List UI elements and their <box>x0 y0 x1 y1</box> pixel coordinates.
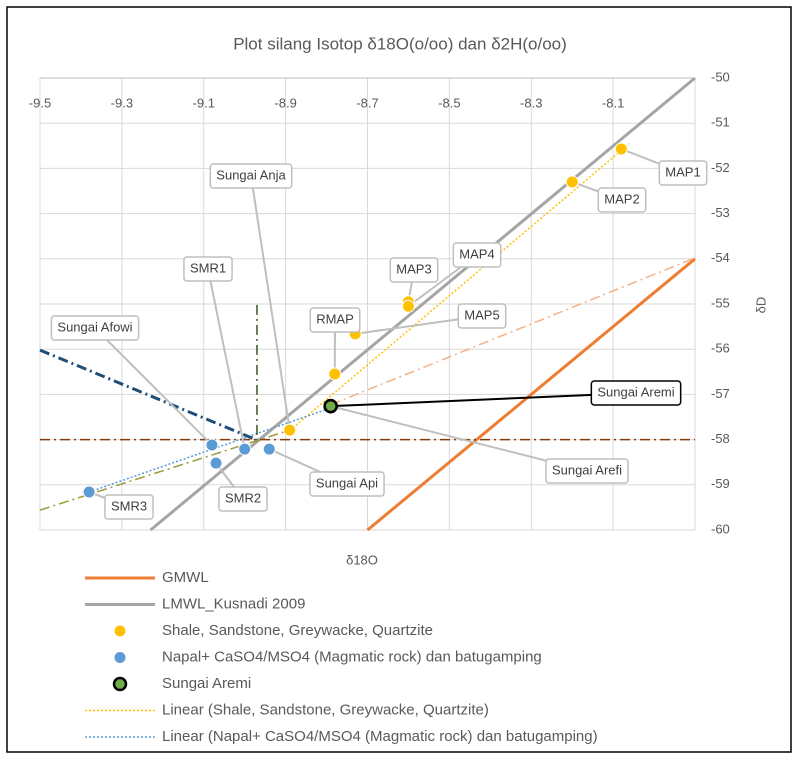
label-box <box>457 303 507 329</box>
data-label: MAP4 <box>459 246 494 261</box>
y-tick-label: -53 <box>711 205 730 220</box>
data-label: Sungai Anja <box>216 167 286 182</box>
chart-frame <box>6 6 792 753</box>
data-label: Sungai Api <box>316 475 378 490</box>
points <box>82 142 628 499</box>
data-label: SMR1 <box>190 260 226 275</box>
chart-title: Plot silang Isotop δ18O(o/oo) dan δ2H(o/… <box>233 34 567 53</box>
label-box <box>658 160 708 186</box>
data-point <box>614 142 628 156</box>
data-label: Sungai Arefi <box>552 462 622 477</box>
y-tick-label: -56 <box>711 341 730 356</box>
label-connector <box>250 175 291 431</box>
labels: MAP1 MAP2 MAP3 MAP4 MAP5 RMAP Sungai Anja Sunga… <box>50 160 708 520</box>
label-connector <box>330 392 637 408</box>
data-label: SMR2 <box>225 490 261 505</box>
data-point <box>262 442 276 456</box>
series-line <box>366 257 696 532</box>
x-tick-label: -9.5 <box>29 95 51 110</box>
x-tick-label: -9.3 <box>111 95 133 110</box>
data-point <box>209 456 223 470</box>
legend-swatch <box>113 651 127 664</box>
label-box <box>590 380 682 406</box>
data-label: MAP1 <box>665 164 700 179</box>
x-tick-label: -8.7 <box>356 95 378 110</box>
data-point <box>401 299 415 313</box>
series-line <box>39 348 258 442</box>
data-point <box>565 175 579 189</box>
y-tick-label: -52 <box>711 160 730 175</box>
label-box <box>309 307 361 333</box>
label-box <box>309 471 385 497</box>
data-label: Sungai Aremi <box>597 384 674 399</box>
label-box <box>389 257 439 283</box>
data-label: MAP2 <box>604 191 639 206</box>
y-tick-label: -54 <box>711 250 730 265</box>
data-label: MAP3 <box>396 261 431 276</box>
x-tick-label: -8.3 <box>520 95 542 110</box>
series-line <box>149 76 696 532</box>
label-box <box>597 187 647 213</box>
label-connector <box>207 268 246 450</box>
data-point <box>238 442 252 456</box>
data-label: RMAP <box>316 311 354 326</box>
data-point <box>205 438 219 452</box>
y-tick-label: -60 <box>711 521 730 536</box>
y-tick-label: -51 <box>711 115 730 130</box>
legend-swatch <box>113 624 127 638</box>
label-box <box>104 494 154 520</box>
data-label: Sungai Afowi <box>57 319 132 334</box>
legend-swatch <box>112 676 128 692</box>
label-connector <box>330 405 588 472</box>
legend-label: Napal+ CaSO4/MSO4 (Magmatic rock) dan ba… <box>162 648 542 665</box>
x-tick-label: -8.9 <box>274 95 296 110</box>
data-point <box>323 398 338 414</box>
y-tick-label: -57 <box>711 386 730 401</box>
x-tick-label: -8.1 <box>602 95 624 110</box>
label-box <box>452 242 502 268</box>
series-line <box>39 429 290 511</box>
label-box <box>218 486 268 512</box>
legend-label: Sungai Aremi <box>162 675 251 692</box>
data-label: SMR3 <box>111 498 147 513</box>
series-line <box>88 407 331 493</box>
legend-label: Linear (Shale, Sandstone, Greywacke, Qua… <box>162 701 489 718</box>
label-box <box>209 163 293 189</box>
x-tick-label: -8.5 <box>438 95 460 110</box>
series-line <box>330 257 696 406</box>
y-axis-label: δD <box>753 297 768 314</box>
label-box <box>50 315 140 341</box>
data-point <box>328 367 342 381</box>
x-axis-label: δ18O <box>346 552 378 567</box>
legend-label: LMWL_Kusnadi 2009 <box>162 595 305 612</box>
data-point <box>283 423 297 437</box>
lines <box>39 76 696 532</box>
data-label: MAP5 <box>464 307 499 322</box>
data-point <box>82 485 96 499</box>
legend-label: GMWL <box>162 569 209 586</box>
label-connector <box>94 327 213 446</box>
label-box <box>183 256 233 282</box>
y-tick-label: -55 <box>711 295 730 310</box>
x-tick-label: -9.1 <box>193 95 215 110</box>
legend-label: Shale, Sandstone, Greywacke, Quartzite <box>162 622 433 639</box>
y-tick-label: -59 <box>711 476 730 491</box>
y-tick-label: -58 <box>711 431 730 446</box>
legend-label: Linear (Napal+ CaSO4/MSO4 (Magmatic rock… <box>162 728 598 745</box>
label-box <box>545 458 629 484</box>
y-tick-label: -50 <box>711 69 730 84</box>
